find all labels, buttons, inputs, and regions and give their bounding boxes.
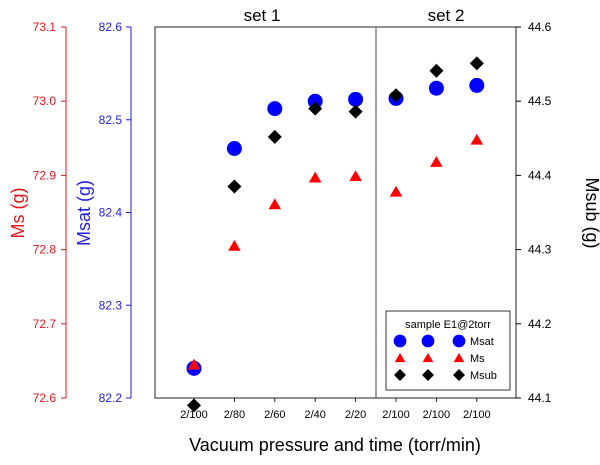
legend-msat-label: Msat bbox=[470, 336, 494, 348]
x-axis-label: Vacuum pressure and time (torr/min) bbox=[189, 435, 481, 455]
ms-axis-label: Ms (g) bbox=[8, 188, 28, 239]
ms-tick-label: 73.0 bbox=[33, 94, 57, 108]
msat-tick-label: 82.3 bbox=[99, 298, 123, 312]
legend-title: sample E1@2torr bbox=[405, 319, 491, 331]
msub-tick-label: 44.6 bbox=[528, 20, 552, 34]
x-tick-label: 2/60 bbox=[264, 409, 285, 421]
x-tick-label: 2/80 bbox=[224, 409, 245, 421]
x-tick-label: 2/100 bbox=[463, 409, 491, 421]
ms-point bbox=[228, 239, 241, 251]
msat-point bbox=[226, 141, 242, 157]
x-axis-ticks: 2/100 2/80 2/60 2/40 2/20 2/100 2/100 2/100 bbox=[180, 398, 491, 421]
legend-msub-marker bbox=[422, 369, 434, 381]
panel-label-set-2: set 2 bbox=[428, 6, 465, 25]
legend-ms-label: Ms bbox=[470, 353, 485, 365]
ms-tick-label: 72.8 bbox=[33, 243, 57, 257]
msat-tick-label: 82.5 bbox=[99, 113, 123, 127]
msub-point bbox=[429, 63, 444, 78]
msat-point bbox=[348, 91, 364, 107]
msat-point bbox=[267, 101, 283, 117]
msat-axis-ticks: 82.2 82.3 82.4 82.5 82.6 bbox=[99, 20, 131, 405]
msat-axis-label: Msat (g) bbox=[74, 180, 94, 246]
data-marks bbox=[186, 56, 485, 413]
msat-point bbox=[307, 93, 323, 109]
ms-point bbox=[430, 156, 443, 167]
legend: sample E1@2torr Msat Ms Msub bbox=[385, 310, 511, 391]
x-tick-label: 2/100 bbox=[382, 409, 410, 421]
ms-tick-label: 73.1 bbox=[33, 20, 57, 34]
msub-tick-label: 44.1 bbox=[528, 391, 552, 405]
legend-ms-marker bbox=[394, 352, 406, 363]
x-tick-label: 2/40 bbox=[304, 409, 325, 421]
msub-point bbox=[187, 398, 201, 413]
msat-point bbox=[428, 80, 444, 96]
msat-tick-label: 82.2 bbox=[99, 391, 123, 405]
legend-box bbox=[385, 310, 511, 391]
ms-point bbox=[187, 358, 201, 370]
legend-msub-label: Msub bbox=[470, 370, 497, 382]
msat-point bbox=[469, 77, 485, 93]
msub-point bbox=[348, 104, 363, 119]
ms-tick-label: 72.9 bbox=[33, 168, 57, 182]
msub-tick-label: 44.5 bbox=[528, 94, 552, 108]
legend-msub-marker bbox=[394, 369, 406, 381]
msub-tick-label: 44.4 bbox=[528, 168, 552, 182]
panel-label-set-1: set 1 bbox=[244, 6, 281, 25]
msub-point bbox=[389, 88, 403, 103]
legend-ms-marker bbox=[453, 352, 465, 363]
x-tick-label: 2/100 bbox=[423, 409, 451, 421]
plot-area bbox=[154, 26, 517, 399]
legend-ms-marker bbox=[422, 352, 434, 363]
msub-point bbox=[469, 56, 484, 71]
msub-tick-label: 44.3 bbox=[528, 243, 552, 257]
ms-point bbox=[349, 170, 362, 182]
ms-point bbox=[308, 171, 322, 183]
ms-point bbox=[268, 198, 282, 210]
ms-point bbox=[389, 185, 403, 197]
ms-point bbox=[470, 133, 484, 145]
ms-tick-label: 72.6 bbox=[33, 391, 57, 405]
legend-msat-marker bbox=[393, 334, 407, 348]
legend-msat-marker bbox=[452, 334, 466, 348]
msub-point bbox=[267, 129, 282, 144]
msub-axis-label: Msub (g) bbox=[582, 177, 600, 248]
msub-tick-label: 44.2 bbox=[528, 317, 552, 331]
x-tick-label: 2/100 bbox=[180, 409, 208, 421]
msat-tick-label: 82.4 bbox=[99, 206, 123, 220]
msub-point bbox=[227, 179, 242, 194]
legend-rows: Msat Ms Msub bbox=[393, 334, 497, 382]
x-tick-label: 2/20 bbox=[345, 409, 366, 421]
ms-tick-label: 72.7 bbox=[33, 317, 57, 331]
ms-axis-ticks: 72.6 72.7 72.8 72.9 73.0 73.1 bbox=[33, 20, 66, 405]
msat-tick-label: 82.6 bbox=[99, 20, 123, 34]
legend-msat-marker bbox=[421, 334, 435, 348]
msub-point bbox=[308, 101, 323, 116]
msub-axis-ticks: 44.1 44.2 44.3 44.4 44.5 44.6 bbox=[516, 20, 552, 405]
legend-msub-marker bbox=[453, 369, 465, 381]
